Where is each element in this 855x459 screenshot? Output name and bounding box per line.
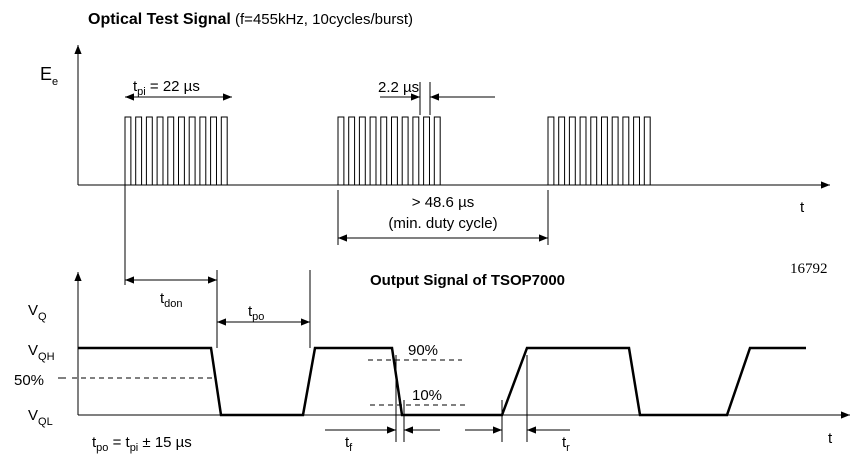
y-axis-label: VQ bbox=[28, 302, 47, 323]
gap-label: > 48.6 µs bbox=[412, 194, 474, 211]
p90-label: 90% bbox=[408, 342, 438, 359]
burst bbox=[122, 116, 235, 186]
output-signal bbox=[78, 346, 806, 417]
tf-label: tf bbox=[345, 434, 353, 454]
mid-label: 50% bbox=[14, 372, 44, 389]
formula: tpo = tpi ± 15 µs bbox=[92, 434, 192, 454]
figure-id: 16792 bbox=[790, 261, 828, 277]
bottom-title: Output Signal of TSOP7000 bbox=[370, 272, 565, 289]
p10-label: 10% bbox=[412, 387, 442, 404]
gap-note: (min. duty cycle) bbox=[388, 215, 497, 232]
x-axis-label: t bbox=[828, 430, 833, 447]
bursts bbox=[122, 116, 658, 186]
tpo-label: tpo bbox=[248, 303, 264, 323]
vql-label: VQL bbox=[28, 407, 53, 428]
tpi-label: tpi = 22 µs bbox=[133, 78, 200, 98]
burst bbox=[335, 116, 448, 186]
tdon-label: tdon bbox=[160, 290, 183, 310]
top-title: Optical Test Signal (f=455kHz, 10cycles/… bbox=[88, 11, 413, 28]
vqh-label: VQH bbox=[28, 342, 55, 363]
y-axis-label: Ee bbox=[40, 64, 58, 88]
x-axis-label: t bbox=[800, 199, 805, 216]
burst bbox=[545, 116, 658, 186]
period-label: 2.2 µs bbox=[378, 79, 419, 96]
tr-label: tr bbox=[562, 434, 570, 454]
